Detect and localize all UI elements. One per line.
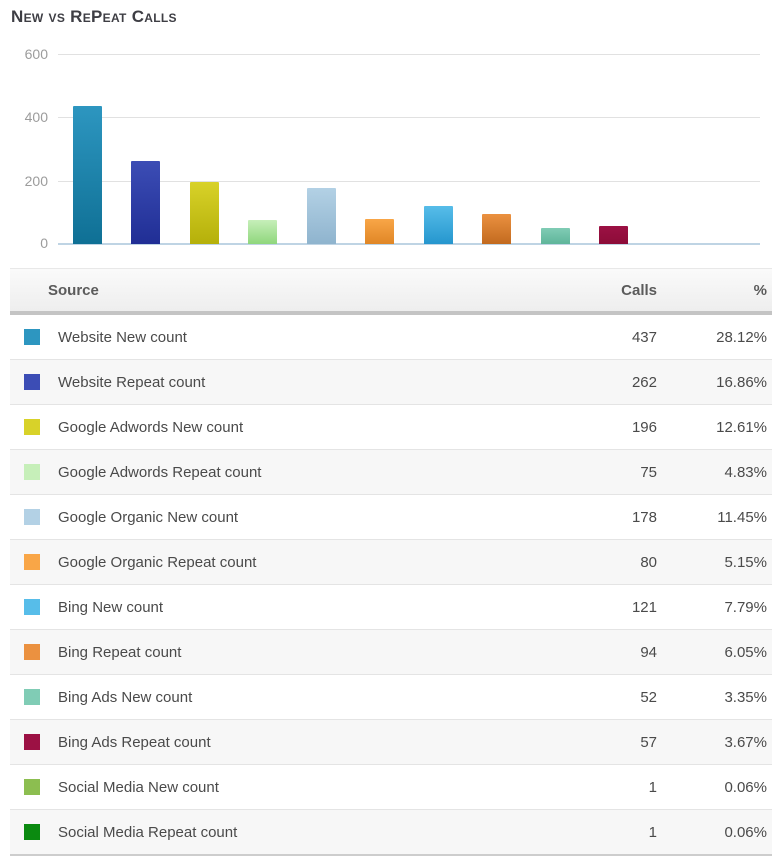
gridline-200 [58, 181, 760, 182]
table-row: Google Adwords New count 196 12.61% [10, 405, 772, 450]
series-color-swatch [24, 374, 40, 390]
source-label: Bing Repeat count [58, 643, 182, 661]
calls-value: 94 [640, 643, 657, 661]
percent-value: 5.15% [724, 553, 767, 571]
series-color-swatch [24, 419, 40, 435]
series-color-swatch [24, 644, 40, 660]
y-axis-tick-400: 400 [24, 109, 48, 125]
calls-value: 437 [631, 328, 657, 346]
table-row: Website Repeat count 262 16.86% [10, 360, 772, 405]
calls-value: 57 [640, 733, 657, 751]
source-label: Google Organic Repeat count [58, 553, 257, 571]
source-label: Bing Ads New count [58, 688, 193, 706]
calls-value: 1 [648, 823, 657, 841]
table-row: Social Media New count 1 0.06% [10, 765, 772, 810]
table-row: Bing Ads New count 52 3.35% [10, 675, 772, 720]
percent-value: 6.05% [724, 643, 767, 661]
bar-3 [189, 181, 219, 244]
source-label: Social Media New count [58, 778, 219, 796]
page-title: New vs RePeat Calls [11, 7, 177, 26]
series-color-swatch [24, 779, 40, 795]
table-row: Google Organic New count 178 11.45% [10, 495, 772, 540]
series-color-swatch [24, 599, 40, 615]
y-axis-tick-0: 0 [40, 235, 48, 251]
series-color-swatch [24, 554, 40, 570]
source-label: Bing New count [58, 598, 164, 616]
calls-value: 52 [640, 688, 657, 706]
calls-value: 80 [640, 553, 657, 571]
bar-8 [482, 214, 512, 244]
source-label: Google Organic New count [58, 508, 239, 526]
calls-value: 178 [631, 508, 657, 526]
bar-5 [306, 187, 336, 244]
percent-value: 11.45% [717, 508, 767, 526]
calls-value: 75 [640, 463, 657, 481]
series-color-swatch [24, 824, 40, 840]
gridline-600 [58, 54, 760, 55]
x-axis-line [58, 243, 760, 245]
calls-value: 262 [631, 373, 657, 391]
source-table: Source Calls % Website New count 437 28.12… [10, 268, 772, 856]
table-row: Bing Repeat count 94 6.05% [10, 630, 772, 675]
source-label: Bing Ads Repeat count [58, 733, 211, 751]
table-row: Social Media Repeat count 1 0.06% [10, 810, 772, 856]
table-row: Google Adwords Repeat count 75 4.83% [10, 450, 772, 495]
column-header-calls: Calls [621, 281, 657, 299]
percent-value: 28.12% [716, 328, 767, 346]
percent-value: 0.06% [724, 778, 767, 796]
table-row: Bing Ads Repeat count 57 3.67% [10, 720, 772, 765]
source-label: Website Repeat count [58, 373, 206, 391]
percent-value: 3.67% [724, 733, 767, 751]
source-label: Social Media Repeat count [58, 823, 238, 841]
percent-value: 0.06% [724, 823, 767, 841]
series-color-swatch [24, 509, 40, 525]
percent-value: 12.61% [716, 418, 767, 436]
y-axis-tick-200: 200 [24, 173, 48, 189]
series-color-swatch [24, 464, 40, 480]
percent-value: 4.83% [724, 463, 767, 481]
source-label: Google Adwords Repeat count [58, 463, 262, 481]
bar-4 [248, 220, 278, 244]
column-header-source: Source [48, 281, 99, 299]
bar-10 [599, 225, 629, 244]
table-header-row: Source Calls % [10, 268, 772, 315]
series-color-swatch [24, 734, 40, 750]
calls-value: 121 [631, 598, 657, 616]
bar-6 [365, 218, 395, 244]
series-color-swatch [24, 689, 40, 705]
percent-value: 3.35% [724, 688, 767, 706]
series-color-swatch [24, 329, 40, 345]
bars-layer [0, 54, 784, 245]
bar-9 [540, 227, 570, 244]
calls-value: 1 [648, 778, 657, 796]
table-row: Website New count 437 28.12% [10, 315, 772, 360]
bar-2 [131, 161, 161, 244]
source-label: Website New count [58, 328, 187, 346]
y-axis-tick-600: 600 [24, 46, 48, 62]
calls-value: 196 [631, 418, 657, 436]
bar-chart: 600 400 200 0 [0, 46, 784, 251]
table-row: Google Organic Repeat count 80 5.15% [10, 540, 772, 585]
percent-value: 7.79% [724, 598, 767, 616]
bar-1 [72, 105, 102, 244]
gridline-400 [58, 117, 760, 118]
source-label: Google Adwords New count [58, 418, 244, 436]
table-row: Bing New count 121 7.79% [10, 585, 772, 630]
column-header-percent: % [753, 281, 767, 299]
bar-7 [423, 205, 453, 244]
percent-value: 16.86% [716, 373, 767, 391]
table-body: Website New count 437 28.12% Website Repeat… [10, 315, 772, 856]
